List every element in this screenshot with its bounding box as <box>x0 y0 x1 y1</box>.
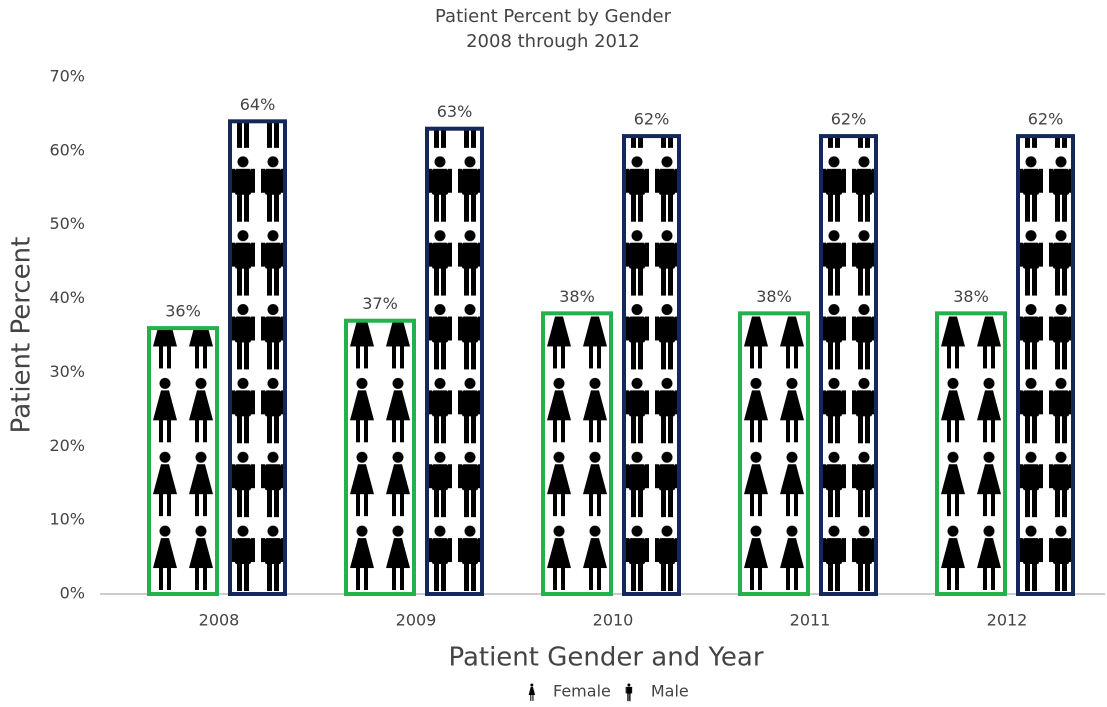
bar-group: 38% <box>541 287 613 596</box>
x-tick-label: 2012 <box>987 611 1028 630</box>
bar <box>622 134 681 596</box>
bar <box>935 311 1007 596</box>
bar-icons <box>427 128 482 594</box>
bar-icons <box>937 313 1005 594</box>
bar-icons <box>346 320 414 594</box>
x-tick-label: 2009 <box>396 611 437 630</box>
bar-icons <box>821 136 876 595</box>
bar-icons <box>624 136 679 595</box>
bar-group: 62% <box>1016 110 1075 596</box>
y-tick-label: 30% <box>49 362 85 381</box>
value-label: 36% <box>165 302 201 321</box>
value-label: 62% <box>634 110 670 129</box>
bar-group: 38% <box>935 287 1007 596</box>
value-label: 62% <box>1028 110 1064 129</box>
legend-label: Male <box>651 682 689 701</box>
legend-item <box>625 683 633 702</box>
chart-subtitle: 2008 through 2012 <box>466 31 640 52</box>
y-tick-label: 70% <box>49 67 85 86</box>
y-axis-label: Patient Percent <box>7 237 37 434</box>
value-label: 64% <box>240 95 276 114</box>
x-tick-label: 2008 <box>199 611 240 630</box>
bar-group: 62% <box>622 110 681 596</box>
bar-group: 36% <box>147 302 219 596</box>
bar <box>819 134 878 596</box>
y-tick-label: 10% <box>49 510 85 529</box>
y-tick-label: 0% <box>60 584 85 603</box>
value-label: 37% <box>362 294 398 313</box>
bar <box>147 326 219 596</box>
x-tick-label: 2010 <box>593 611 634 630</box>
y-tick-label: 20% <box>49 436 85 455</box>
bar <box>541 311 613 596</box>
value-label: 38% <box>559 287 595 306</box>
chart-title: Patient Percent by Gender <box>435 6 672 27</box>
bar <box>1016 134 1075 596</box>
legend-label: Female <box>553 682 611 701</box>
bar-group: 64% <box>228 95 287 596</box>
legend-item <box>528 683 536 701</box>
bar-icons <box>230 121 285 595</box>
bar <box>425 126 484 596</box>
bar-icons <box>149 328 217 594</box>
bar <box>738 311 810 596</box>
y-tick-label: 40% <box>49 288 85 307</box>
value-label: 38% <box>953 287 989 306</box>
bar <box>228 119 287 596</box>
bar-group: 37% <box>344 294 416 596</box>
bar-icons <box>543 313 611 594</box>
bar-group: 38% <box>738 287 810 596</box>
x-tick-label: 2011 <box>790 611 831 630</box>
y-tick-label: 50% <box>49 214 85 233</box>
y-tick-label: 60% <box>49 140 85 159</box>
bar-icons <box>740 313 808 594</box>
value-label: 62% <box>831 110 867 129</box>
value-label: 38% <box>756 287 792 306</box>
bar-icons <box>1018 136 1073 595</box>
bar <box>344 318 416 596</box>
bar-group: 63% <box>425 102 484 596</box>
value-label: 63% <box>437 102 473 121</box>
bar-group: 62% <box>819 110 878 596</box>
x-axis-label: Patient Gender and Year <box>448 643 763 673</box>
